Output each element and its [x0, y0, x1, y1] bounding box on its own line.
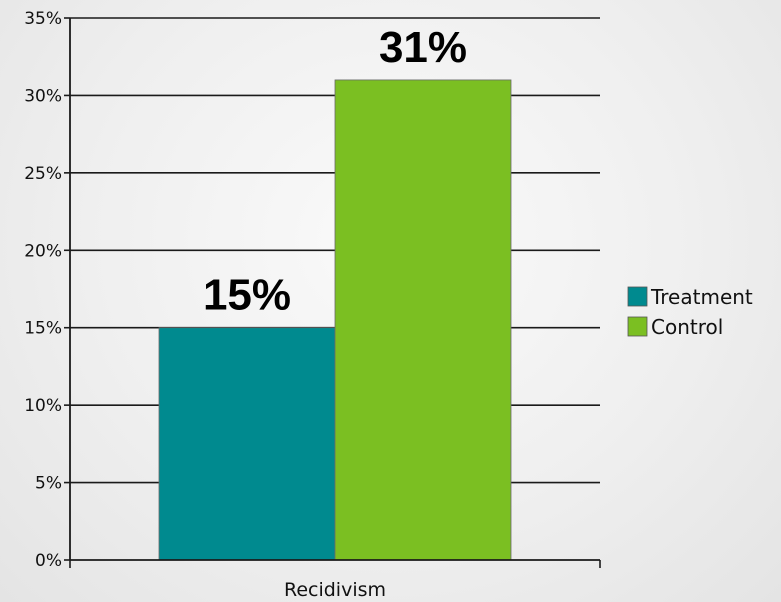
bar-control: [334, 79, 512, 561]
legend: Treatment Control: [627, 285, 753, 339]
category-label: Recidivism: [284, 579, 386, 601]
y-tick-labels: 0% 5% 10% 15% 20% 25% 30% 35%: [24, 9, 62, 571]
axes: [64, 17, 601, 568]
y-tick-label: 20%: [24, 241, 62, 261]
y-tick-label: 0%: [35, 551, 62, 571]
legend-label-control: Control: [651, 315, 723, 339]
y-tick-label: 30%: [24, 86, 62, 106]
y-tick-label: 5%: [35, 474, 62, 494]
legend-label-treatment: Treatment: [650, 285, 753, 309]
legend-swatch-treatment: [627, 286, 648, 307]
y-tick-label: 25%: [24, 164, 62, 184]
y-tick-label: 35%: [24, 9, 62, 29]
data-label-control: 31%: [379, 23, 467, 72]
bars: [158, 79, 512, 561]
category-labels: Recidivism: [284, 579, 386, 601]
y-tick-label: 10%: [24, 396, 62, 416]
y-tick-label: 15%: [24, 319, 62, 339]
data-label-treatment: 15%: [203, 271, 291, 320]
data-labels: 15% 31%: [203, 23, 467, 320]
bar-treatment: [158, 327, 336, 561]
legend-swatch-control: [627, 316, 648, 337]
